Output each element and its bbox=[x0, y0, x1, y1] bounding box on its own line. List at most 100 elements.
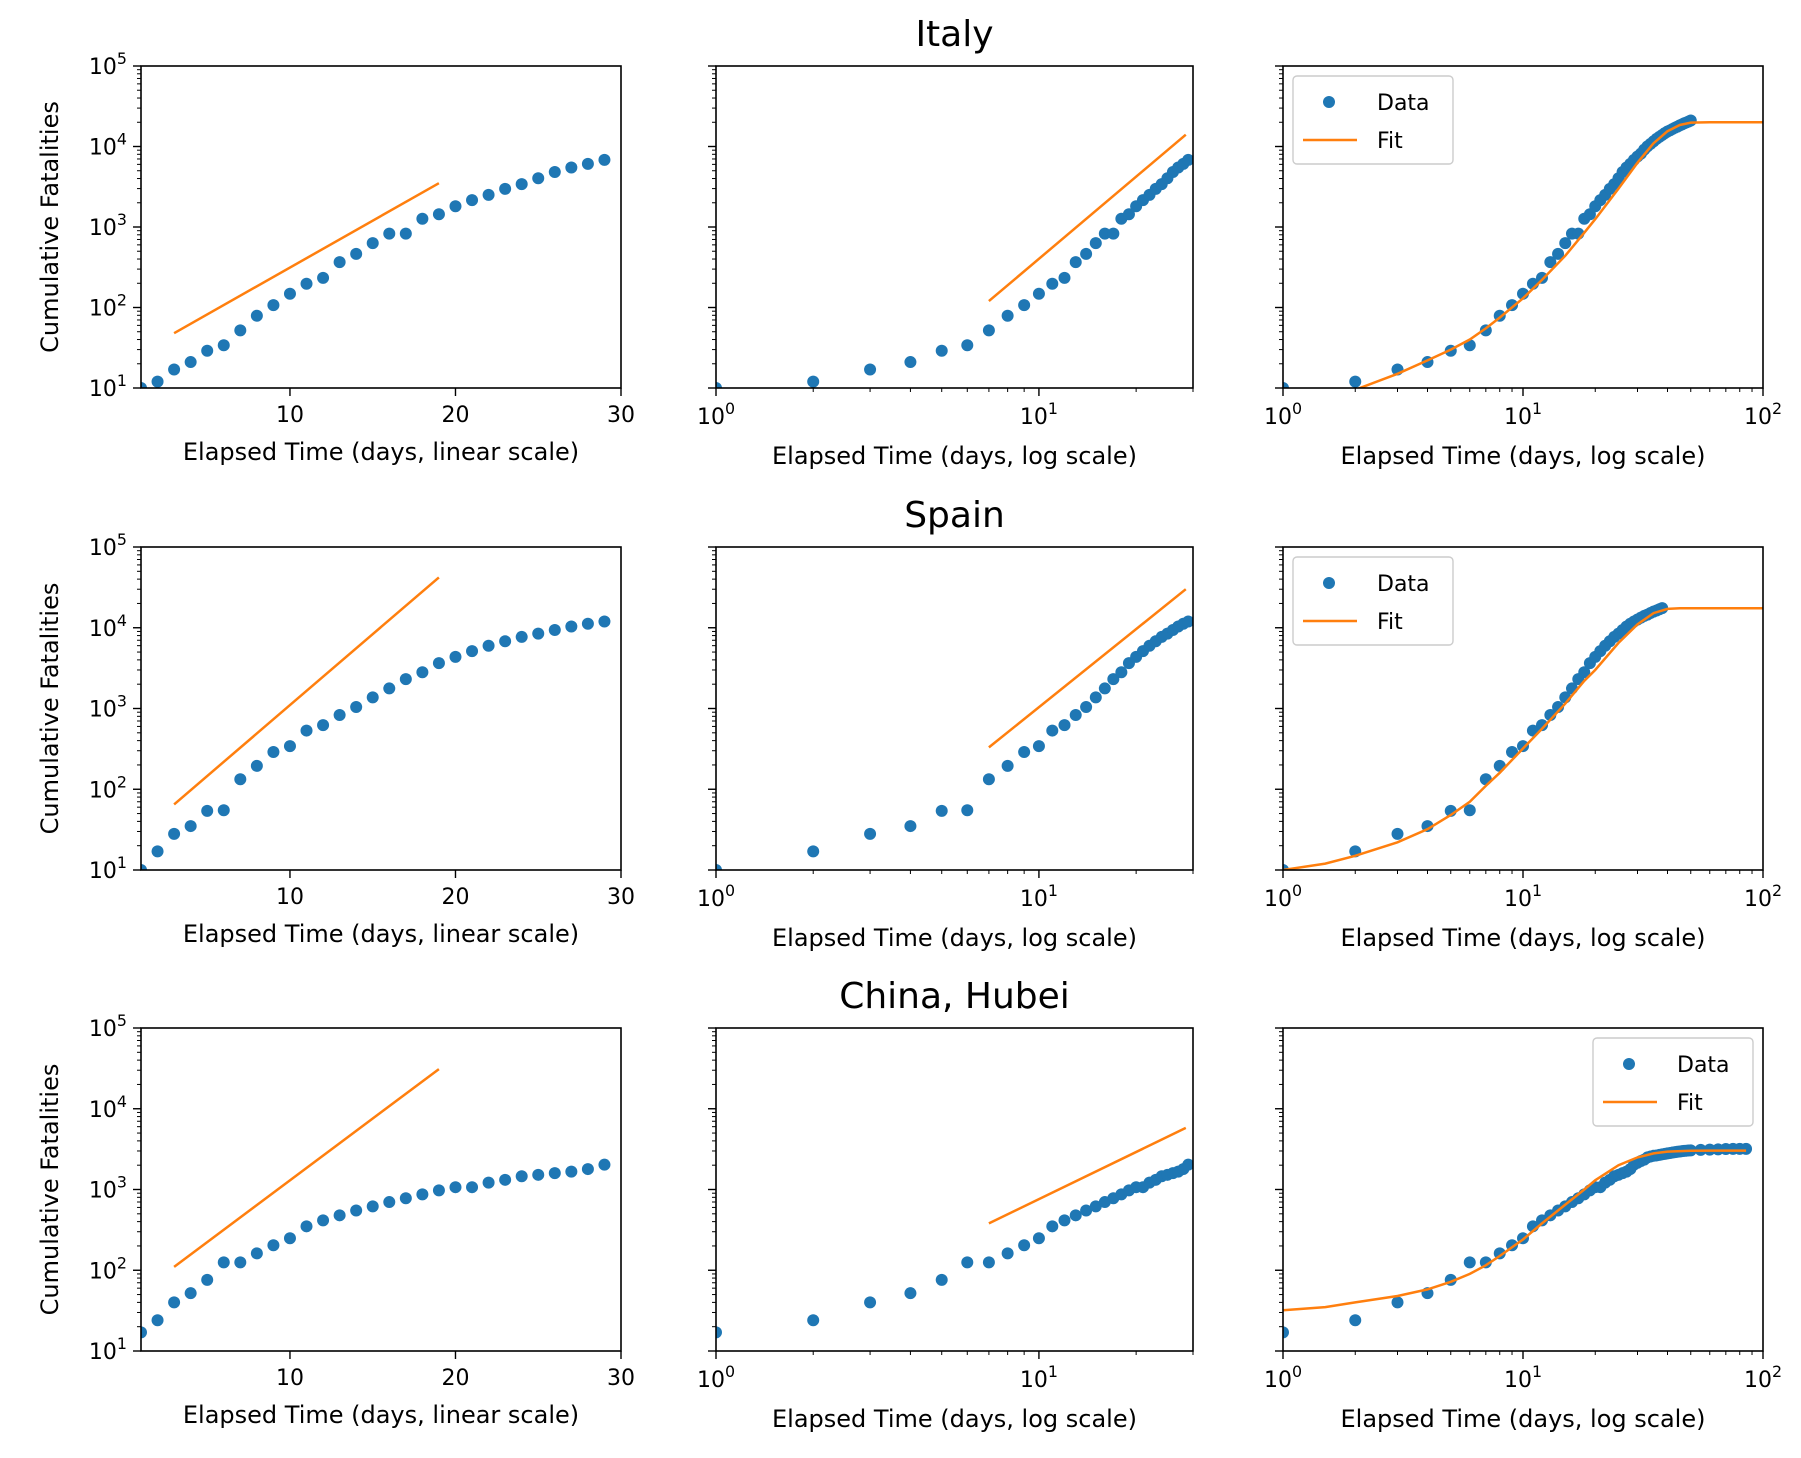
data-point bbox=[864, 363, 877, 376]
data-point bbox=[1107, 227, 1120, 240]
data-point bbox=[482, 188, 495, 201]
data-point bbox=[383, 227, 396, 240]
x-tick-label: 101 bbox=[1020, 1362, 1058, 1393]
data-point bbox=[982, 1256, 995, 1269]
data-point bbox=[1559, 237, 1572, 250]
data-point bbox=[1536, 271, 1549, 284]
data-point bbox=[482, 1176, 495, 1189]
x-axis-label: Elapsed Time (days, log scale) bbox=[1341, 924, 1706, 952]
legend-fit-label: Fit bbox=[1377, 610, 1403, 635]
data-point bbox=[1032, 287, 1045, 300]
data-point bbox=[250, 1247, 263, 1260]
data-point bbox=[1536, 719, 1549, 732]
y-tick-label: 103 bbox=[89, 692, 127, 723]
data-point bbox=[1506, 299, 1519, 312]
data-point bbox=[184, 1287, 197, 1300]
data-point bbox=[449, 200, 462, 213]
data-series bbox=[1283, 1142, 1753, 1339]
data-point bbox=[935, 1273, 948, 1286]
data-point bbox=[935, 804, 948, 817]
data-point bbox=[1182, 153, 1193, 166]
data-point bbox=[449, 650, 462, 663]
data-point bbox=[366, 691, 379, 704]
x-tick-label: 100 bbox=[697, 881, 735, 912]
data-point bbox=[532, 1168, 545, 1181]
data-point bbox=[1080, 701, 1093, 714]
data-point bbox=[598, 1158, 611, 1171]
data-point bbox=[598, 153, 611, 166]
data-point bbox=[1069, 1209, 1082, 1222]
y-tick-label: 105 bbox=[89, 1011, 127, 1042]
panel-log: 100 101 Elapsed Time (days, log scale) bbox=[697, 65, 1194, 470]
plot-frame bbox=[1282, 546, 1764, 871]
data-series bbox=[716, 1158, 1193, 1339]
data-point bbox=[317, 1214, 330, 1227]
y-tick-label: 102 bbox=[89, 291, 127, 322]
data-point bbox=[201, 1273, 214, 1286]
data-point bbox=[548, 165, 561, 178]
data-point bbox=[807, 375, 820, 388]
data-point bbox=[565, 161, 578, 174]
data-point bbox=[466, 1181, 479, 1194]
data-point bbox=[383, 1196, 396, 1209]
x-tick-label: 100 bbox=[697, 1362, 735, 1393]
data-point bbox=[1578, 666, 1591, 679]
x-axis-label: Elapsed Time (days, log scale) bbox=[1341, 1405, 1706, 1433]
data-point bbox=[961, 804, 974, 817]
data-point bbox=[565, 1165, 578, 1178]
data-point bbox=[366, 237, 379, 250]
data-point bbox=[548, 1167, 561, 1180]
data-point bbox=[581, 1163, 594, 1176]
fit-line bbox=[173, 182, 440, 335]
x-tick-label: 100 bbox=[1264, 881, 1302, 912]
row-title: Spain bbox=[904, 495, 1005, 536]
data-point bbox=[151, 845, 164, 858]
data-point bbox=[515, 1170, 528, 1183]
data-point bbox=[449, 1181, 462, 1194]
y-tick-label: 102 bbox=[89, 772, 127, 803]
data-point bbox=[300, 1220, 313, 1233]
data-point bbox=[432, 1184, 445, 1197]
data-point bbox=[466, 645, 479, 658]
data-point bbox=[383, 682, 396, 695]
data-point bbox=[499, 182, 512, 195]
data-point bbox=[1018, 299, 1031, 312]
data-point bbox=[366, 1200, 379, 1213]
plot-frame bbox=[715, 546, 1194, 871]
y-tick-label: 101 bbox=[89, 371, 127, 402]
data-point bbox=[250, 759, 263, 772]
y-tick-label: 102 bbox=[89, 1253, 127, 1284]
data-point bbox=[466, 194, 479, 207]
x-tick-label: 10 bbox=[276, 885, 304, 910]
data-point bbox=[300, 277, 313, 290]
data-point bbox=[532, 172, 545, 185]
data-point bbox=[283, 740, 296, 753]
data-point bbox=[864, 827, 877, 840]
data-point bbox=[1391, 827, 1404, 840]
data-point bbox=[283, 287, 296, 300]
data-point bbox=[1552, 247, 1565, 260]
data-point bbox=[317, 719, 330, 732]
data-point bbox=[350, 247, 363, 260]
y-tick-label: 103 bbox=[89, 210, 127, 241]
x-tick-label: 30 bbox=[607, 1366, 635, 1391]
legend: Data Fit bbox=[1292, 75, 1454, 165]
panel-log: 100 101 Elapsed Time (days, log scale) bbox=[697, 546, 1194, 952]
data-point bbox=[1349, 1314, 1362, 1327]
data-point bbox=[1098, 227, 1111, 240]
data-point bbox=[1283, 1326, 1289, 1339]
panel-linear: 101 102 103 104 105 10 20 30 Elapsed Time (days,… bbox=[36, 49, 635, 466]
data-point bbox=[1089, 691, 1102, 704]
data-point bbox=[168, 363, 181, 376]
data-point bbox=[1517, 740, 1529, 753]
data-point bbox=[499, 1173, 512, 1186]
data-point bbox=[565, 620, 578, 633]
legend: Data Fit bbox=[1292, 556, 1454, 646]
plot-frame bbox=[140, 65, 622, 389]
fit-line bbox=[173, 1068, 440, 1268]
row-0: Italy 101 102 103 104 105 10 20 30 Elapsed Time (… bbox=[36, 14, 1782, 470]
data-point bbox=[333, 709, 346, 722]
x-axis-label: Elapsed Time (days, log scale) bbox=[772, 442, 1137, 470]
data-point bbox=[399, 673, 412, 686]
